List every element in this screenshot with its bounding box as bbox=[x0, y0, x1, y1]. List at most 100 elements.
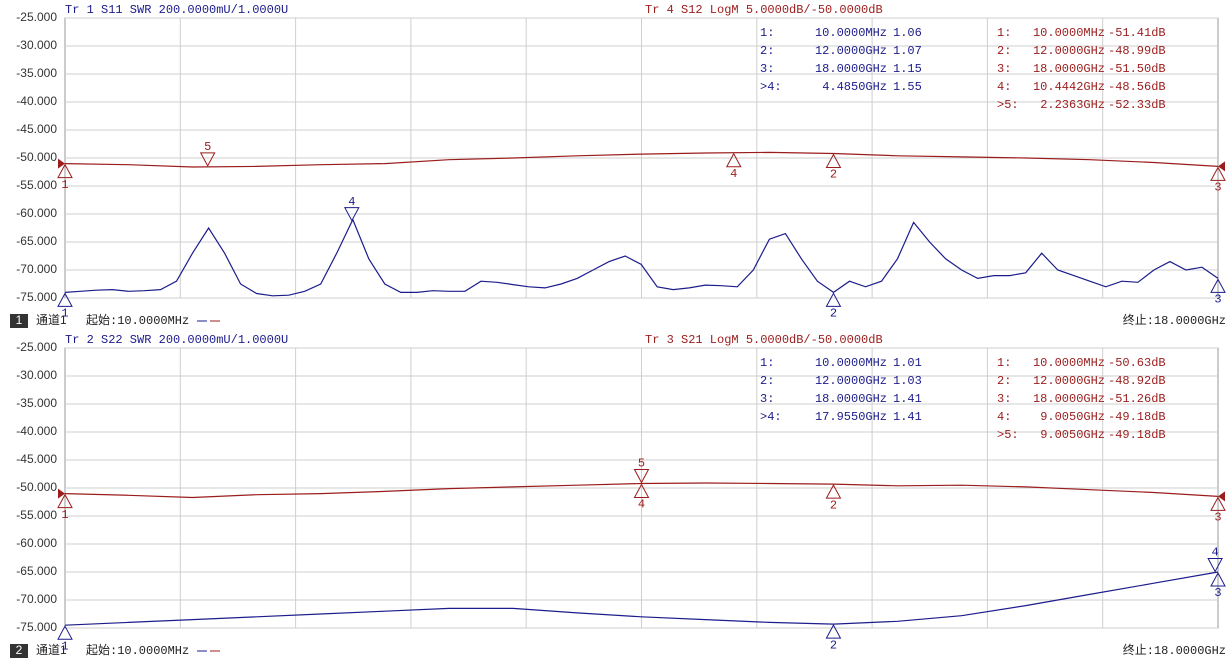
marker-triangle bbox=[199, 152, 216, 167]
y-tick-label: -45.000 bbox=[16, 452, 57, 466]
ref-arrow bbox=[58, 488, 65, 499]
y-tick-label: -30.000 bbox=[16, 38, 57, 52]
y-tick-label: -75.000 bbox=[16, 620, 57, 634]
marker-id: 4 bbox=[348, 195, 355, 209]
marker-id: 3 bbox=[1214, 511, 1221, 525]
marker-id: 5 bbox=[204, 140, 211, 154]
channel-label: 通道1 bbox=[36, 643, 67, 657]
y-tick-label: -65.000 bbox=[16, 234, 57, 248]
y-tick-label: -40.000 bbox=[16, 424, 57, 438]
marker-value: -48.99dB bbox=[1108, 44, 1166, 58]
marker-value: -49.18dB bbox=[1108, 410, 1166, 424]
marker-id: 3 bbox=[1214, 586, 1221, 600]
marker-value: -51.50dB bbox=[1108, 62, 1166, 76]
marker-label: >4: bbox=[760, 410, 782, 424]
trace-header: Tr 1 S11 SWR 200.0000mU/1.0000U bbox=[65, 3, 288, 17]
marker-id: 2 bbox=[830, 498, 837, 512]
marker-triangle bbox=[57, 625, 73, 640]
marker-id: 3 bbox=[1214, 181, 1221, 195]
marker-id: 1 bbox=[61, 639, 68, 653]
y-tick-label: -75.000 bbox=[16, 290, 57, 304]
marker-triangle bbox=[343, 207, 360, 222]
marker-value: -52.33dB bbox=[1108, 98, 1166, 112]
marker-freq: 18.0000GHz bbox=[815, 62, 887, 76]
marker-freq: 12.0000GHz bbox=[1033, 374, 1105, 388]
marker-freq: 2.2363GHz bbox=[1040, 98, 1105, 112]
y-tick-label: -70.000 bbox=[16, 592, 57, 606]
marker-triangle bbox=[57, 163, 73, 179]
marker-id: 4 bbox=[730, 167, 737, 181]
marker-id: 2 bbox=[830, 307, 837, 321]
marker-freq: 4.4850GHz bbox=[822, 80, 887, 94]
y-tick-label: -60.000 bbox=[16, 536, 57, 550]
trace bbox=[64, 571, 1219, 626]
marker-value: -49.18dB bbox=[1108, 428, 1166, 442]
marker-label: >5: bbox=[997, 98, 1019, 112]
marker-value: 1.41 bbox=[893, 410, 922, 424]
marker-label: 2: bbox=[997, 374, 1011, 388]
marker-id: 1 bbox=[61, 307, 68, 321]
marker-freq: 18.0000GHz bbox=[1033, 62, 1105, 76]
marker-freq: 10.4442GHz bbox=[1033, 80, 1105, 94]
marker-label: 2: bbox=[997, 44, 1011, 58]
marker-triangle bbox=[633, 483, 650, 499]
marker-triangle bbox=[1207, 558, 1223, 573]
y-tick-label: -50.000 bbox=[16, 150, 57, 164]
y-tick-label: -50.000 bbox=[16, 480, 57, 494]
marker-triangle bbox=[825, 484, 842, 499]
trace bbox=[64, 482, 1219, 499]
marker-value: -51.41dB bbox=[1108, 26, 1166, 40]
trace bbox=[64, 218, 1219, 297]
marker-triangle bbox=[1210, 496, 1226, 511]
y-tick-label: -55.000 bbox=[16, 178, 57, 192]
marker-label: 4: bbox=[997, 80, 1011, 94]
marker-label: 3: bbox=[760, 62, 774, 76]
marker-freq: 10.0000MHz bbox=[815, 356, 887, 370]
marker-label: 4: bbox=[997, 410, 1011, 424]
trace-header: Tr 3 S21 LogM 5.0000dB/-50.0000dB bbox=[645, 333, 883, 347]
channel-number: 2 bbox=[16, 643, 23, 657]
marker-id: 3 bbox=[1214, 293, 1221, 307]
marker-value: 1.07 bbox=[893, 44, 922, 58]
marker-label: 1: bbox=[760, 356, 774, 370]
marker-id: 5 bbox=[638, 457, 645, 471]
marker-id: 2 bbox=[830, 168, 837, 182]
marker-triangle bbox=[57, 493, 73, 509]
marker-label: 3: bbox=[760, 392, 774, 406]
trace bbox=[64, 151, 1219, 168]
marker-freq: 9.0050GHz bbox=[1040, 410, 1105, 424]
y-tick-label: -35.000 bbox=[16, 396, 57, 410]
marker-label: 2: bbox=[760, 374, 774, 388]
marker-label: >5: bbox=[997, 428, 1019, 442]
marker-value: 1.41 bbox=[893, 392, 922, 406]
ref-arrow bbox=[58, 158, 65, 169]
marker-value: 1.06 bbox=[893, 26, 922, 40]
marker-triangle bbox=[825, 153, 842, 169]
channel-label: 通道1 bbox=[36, 313, 67, 327]
channel-box bbox=[10, 314, 28, 328]
marker-triangle bbox=[1210, 278, 1226, 293]
marker-label: 1: bbox=[997, 356, 1011, 370]
y-tick-label: -55.000 bbox=[16, 508, 57, 522]
marker-value: 1.01 bbox=[893, 356, 922, 370]
marker-triangle bbox=[725, 152, 742, 168]
marker-value: 1.03 bbox=[893, 374, 922, 388]
marker-freq: 10.0000MHz bbox=[815, 26, 887, 40]
y-tick-label: -30.000 bbox=[16, 368, 57, 382]
channel-box bbox=[10, 644, 28, 658]
marker-label: 3: bbox=[997, 62, 1011, 76]
marker-freq: 9.0050GHz bbox=[1040, 428, 1105, 442]
marker-value: -51.26dB bbox=[1108, 392, 1166, 406]
y-tick-label: -60.000 bbox=[16, 206, 57, 220]
marker-triangle bbox=[825, 624, 842, 639]
marker-id: 4 bbox=[1212, 546, 1219, 560]
marker-freq: 10.0000MHz bbox=[1033, 356, 1105, 370]
y-tick-label: -25.000 bbox=[16, 10, 57, 24]
marker-id: 4 bbox=[638, 498, 645, 512]
marker-label: 1: bbox=[997, 26, 1011, 40]
y-tick-label: -45.000 bbox=[16, 122, 57, 136]
marker-value: -50.63dB bbox=[1108, 356, 1166, 370]
marker-freq: 18.0000GHz bbox=[1033, 392, 1105, 406]
marker-value: 1.15 bbox=[893, 62, 922, 76]
